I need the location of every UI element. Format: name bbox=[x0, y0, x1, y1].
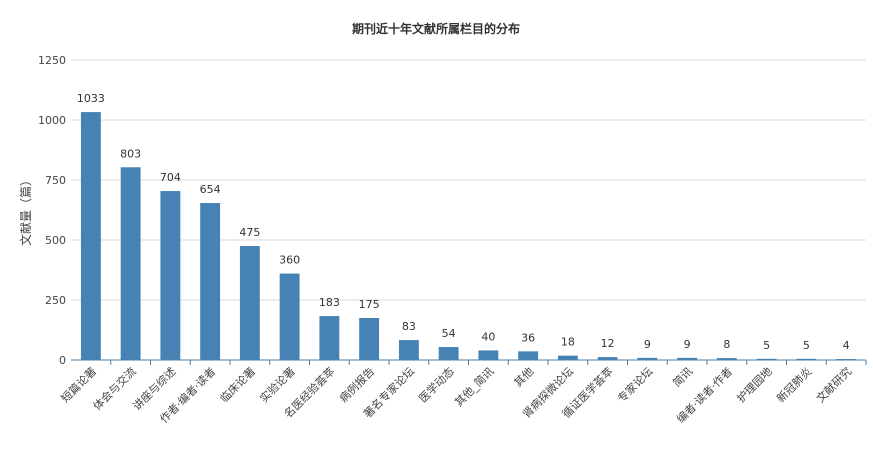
y-tick-label: 750 bbox=[45, 174, 66, 187]
data-label: 12 bbox=[601, 337, 615, 350]
bar bbox=[80, 112, 101, 360]
x-tick-label: 临床论著 bbox=[217, 364, 258, 405]
x-tick-label: 护理园地 bbox=[734, 364, 775, 405]
x-tick-label: 文献研究 bbox=[813, 364, 854, 405]
bar bbox=[756, 358, 777, 360]
data-label: 5 bbox=[803, 339, 810, 352]
bar bbox=[120, 167, 141, 360]
y-tick-label: 1000 bbox=[38, 114, 66, 127]
data-label: 175 bbox=[359, 298, 380, 311]
x-tick-label: 其他 bbox=[511, 365, 536, 390]
data-label: 5 bbox=[763, 339, 770, 352]
x-tick-label: 实验论著 bbox=[257, 364, 298, 405]
data-label: 360 bbox=[279, 254, 300, 267]
bar bbox=[557, 355, 578, 360]
data-label: 36 bbox=[521, 331, 535, 344]
bar bbox=[359, 318, 380, 360]
data-label: 9 bbox=[684, 338, 691, 351]
bar bbox=[160, 191, 181, 360]
y-tick-label: 0 bbox=[59, 354, 66, 367]
data-label: 54 bbox=[442, 327, 456, 340]
bar bbox=[716, 358, 737, 360]
data-label: 704 bbox=[160, 171, 181, 184]
bar bbox=[239, 246, 260, 360]
data-label: 183 bbox=[319, 296, 340, 309]
x-tick-label: 专家论坛 bbox=[614, 364, 655, 405]
x-tick-label: 新冠肺炎 bbox=[773, 364, 814, 405]
bar bbox=[518, 351, 539, 360]
bar bbox=[796, 358, 817, 360]
data-label: 1033 bbox=[77, 92, 105, 105]
y-axis-ticks: 0 250 500 750 1000 1250 bbox=[38, 54, 66, 367]
bar bbox=[637, 357, 658, 360]
x-tick-label: 短篇论著 bbox=[58, 364, 99, 405]
y-tick-label: 500 bbox=[45, 234, 66, 247]
data-label: 83 bbox=[402, 320, 416, 333]
data-label: 18 bbox=[561, 336, 575, 349]
x-tick-label: 其他_简讯 bbox=[452, 364, 497, 409]
data-label: 40 bbox=[481, 330, 495, 343]
x-tick-label: 简讯 bbox=[670, 364, 695, 389]
bar bbox=[438, 347, 459, 360]
bar bbox=[398, 340, 419, 360]
x-tick-label: 病例报告 bbox=[336, 364, 377, 405]
bar bbox=[478, 350, 499, 360]
y-tick-label: 1250 bbox=[38, 54, 66, 67]
data-label: 803 bbox=[120, 147, 141, 160]
data-label: 8 bbox=[723, 338, 730, 351]
chart-title: 期刊近十年文献所属栏目的分布 bbox=[352, 21, 520, 36]
bar bbox=[677, 357, 698, 360]
bar bbox=[597, 357, 618, 360]
y-tick-label: 250 bbox=[45, 294, 66, 307]
data-label: 654 bbox=[200, 183, 221, 196]
bars bbox=[80, 112, 857, 360]
bar bbox=[319, 316, 340, 360]
bar bbox=[279, 273, 300, 360]
x-tick-label: 医学动态 bbox=[416, 364, 457, 405]
y-axis-label: 文献量（篇） bbox=[18, 174, 33, 246]
gridlines bbox=[71, 59, 866, 301]
data-label: 4 bbox=[843, 339, 850, 352]
bar bbox=[200, 203, 221, 360]
data-label: 9 bbox=[644, 338, 651, 351]
data-label: 475 bbox=[239, 226, 260, 239]
